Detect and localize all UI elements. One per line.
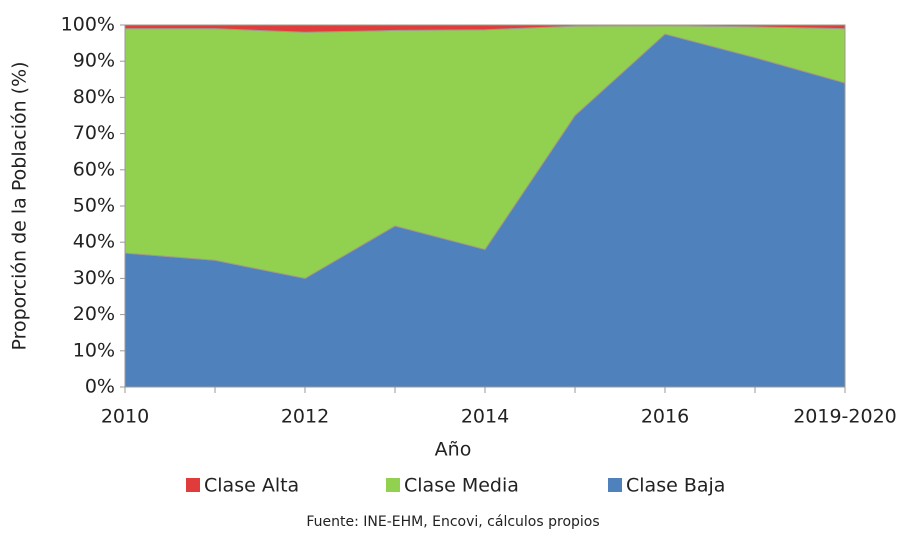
y-axis-title: Proporción de la Población (%): [9, 61, 31, 350]
y-tick-label: 30%: [73, 267, 115, 289]
x-axis-title: Año: [435, 439, 472, 461]
legend-swatch: [386, 478, 400, 492]
x-tick-label: 2012: [281, 406, 329, 428]
x-tick-label: 2014: [461, 406, 509, 428]
x-tick-label: 2019-2020: [793, 406, 897, 428]
legend-label: Clase Baja: [626, 475, 725, 497]
legend-swatch: [608, 478, 622, 492]
source-note: Fuente: INE-EHM, Encovi, cálculos propio…: [306, 514, 599, 530]
y-tick-label: 90%: [73, 50, 115, 72]
legend-label: Clase Media: [404, 475, 519, 497]
y-tick-label: 100%: [61, 14, 115, 36]
y-tick-label: 80%: [73, 86, 115, 108]
y-tick-label: 40%: [73, 231, 115, 253]
y-tick-label: 10%: [73, 339, 115, 361]
area: [124, 24, 846, 33]
y-tick-label: 60%: [73, 158, 115, 180]
legend-label: Clase Alta: [204, 475, 299, 497]
legend-swatch: [186, 478, 200, 492]
y-tick-label: 0%: [85, 376, 115, 398]
x-tick-label: 2010: [101, 406, 149, 428]
x-tick-label: 2016: [641, 406, 689, 428]
y-tick-label: 20%: [73, 303, 115, 325]
y-tick-label: 50%: [73, 195, 115, 217]
y-tick-label: 70%: [73, 122, 115, 144]
